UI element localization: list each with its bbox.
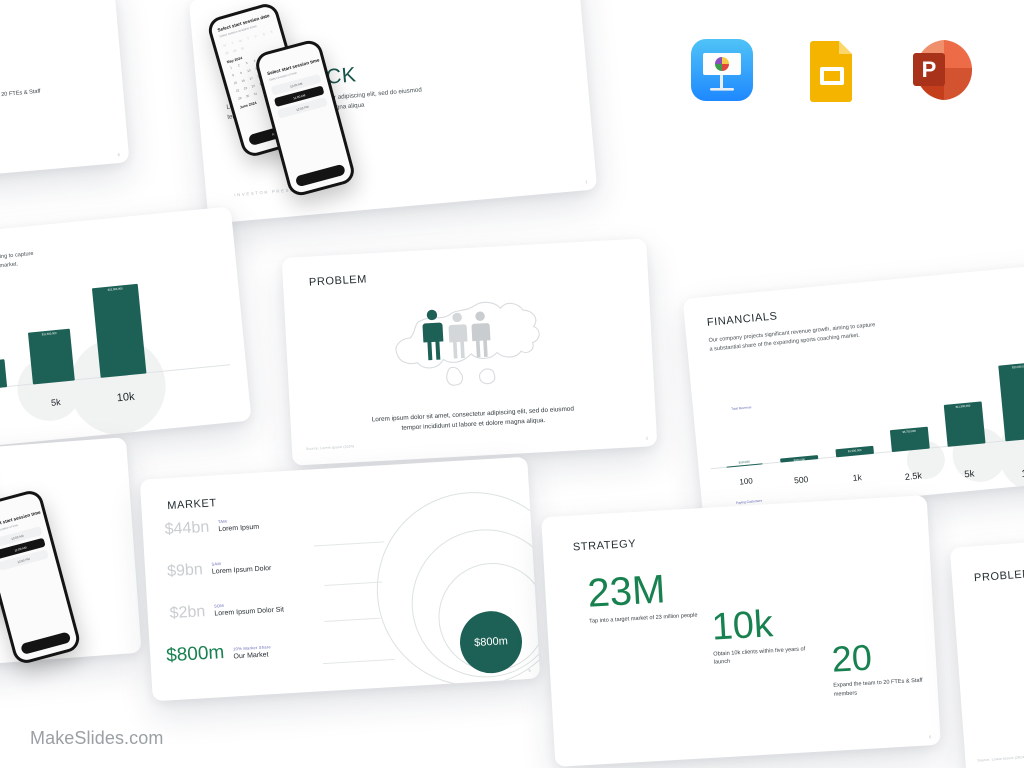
bar-chart-financials-crop: $1,500,000 $5,750,000 $11,500,000 $23,00…	[0, 268, 232, 439]
page-number: 5	[528, 667, 531, 673]
bar: $11,500,000	[27, 328, 75, 385]
slide-problem[interactable]: PROBLEM Lorem ipsum dolor sit amet, cons	[281, 238, 658, 466]
google-slides-icon[interactable]	[800, 38, 864, 102]
page-number: 6	[117, 151, 121, 158]
strategy-title: STRATEGY	[572, 537, 637, 554]
problem-body: Lorem ipsum dolor sit amet, consectetur …	[371, 405, 575, 432]
leader-line	[322, 658, 395, 665]
x-axis-label: 100	[738, 476, 754, 487]
bar-value-label: $11,500,000	[41, 331, 57, 337]
problem-edge-title: PROBLEM	[973, 568, 1024, 585]
bar: $5,750,000	[889, 426, 930, 453]
person-icon	[448, 312, 468, 359]
bar-value-label: $23,000,000	[107, 287, 123, 292]
bar: $1,500,000	[835, 445, 875, 458]
strategy-crop-caption: Expand the team to 20 FTEs & Staff membe…	[0, 88, 41, 103]
x-axis-label: 5k	[963, 468, 975, 481]
market-name: Lorem Ipsum	[218, 523, 260, 534]
problem-source: Source: Lorem Ipsum (2024)	[305, 444, 355, 451]
watermark: MakeSlides.com	[30, 728, 164, 748]
financials-crop-body: Our company projects significant revenue…	[0, 250, 34, 282]
market-row-som: $2bn SOM Lorem Ipsum Dolor Sit	[169, 599, 284, 622]
market-value: $9bn	[166, 561, 204, 581]
market-row-ours: $800m 10% Market Share Our Market	[165, 640, 272, 667]
keynote-icon[interactable]	[690, 38, 754, 102]
svg-text:P: P	[922, 57, 937, 82]
bar: $100,000	[726, 460, 763, 468]
slide-market[interactable]: MARKET $44bn TAM Lorem Ipsum $9bn SAM Lo…	[139, 456, 541, 702]
person-icon	[471, 311, 490, 358]
strategy-caption: Obtain 10k clients within five years of …	[713, 646, 806, 667]
phone-confirm-button[interactable]	[20, 631, 72, 655]
market-value: $2bn	[169, 603, 206, 623]
bar-chart-financials: Total Revenue Paying Customers $100,000 …	[704, 359, 1024, 506]
slide-financials-crop[interactable]: Our company projects significant revenue…	[0, 206, 252, 459]
map-illustration	[381, 283, 557, 403]
market-value: $44bn	[164, 518, 210, 539]
slide-strategy[interactable]: STRATEGY 23M Tap into a target market of…	[541, 495, 941, 767]
slide-financials[interactable]: FINANCIALS Our company projects signific…	[682, 261, 1024, 517]
strategy-stat-3: 20 Expand the team to 20 FTEs & Staff me…	[831, 637, 932, 699]
page-number: 3	[645, 435, 649, 441]
app-icon-row: P	[690, 38, 974, 102]
slide-strategy-crop[interactable]: k s within nch 20 Expand the team to 20 …	[0, 0, 130, 182]
x-axis-label: 2.5k	[904, 470, 923, 482]
strategy-number: 10k	[710, 603, 775, 649]
problem-title: PROBLEM	[308, 273, 368, 289]
bar: $500,000	[780, 455, 819, 463]
slide-problem-edge[interactable]: PROBLEM Source: Lorem Ipsum (2024)	[949, 532, 1024, 768]
bubble-label: $800m	[473, 635, 509, 650]
financials-title: FINANCIALS	[706, 310, 779, 329]
bar-value-label: $11,500,000	[955, 404, 971, 409]
bar: $23,000,000	[91, 283, 147, 378]
leader-line	[324, 581, 383, 586]
person-icon-highlight	[422, 309, 443, 361]
bar-value-label: $100,000	[738, 460, 750, 465]
bar: $23,000,000	[998, 361, 1024, 442]
market-tag: TAM	[217, 518, 228, 525]
strategy-stat-1: 23M Tap into a target market of 23 milli…	[586, 567, 700, 626]
strategy-stat-2: 10k Obtain 10k clients within five years…	[710, 603, 820, 668]
bar: $11,500,000	[943, 401, 986, 447]
bar-value-label: $1,500,000	[847, 448, 862, 454]
y-axis-title: Total Revenue	[730, 405, 752, 412]
strategy-caption: Expand the team to 20 FTEs & Staff membe…	[833, 677, 923, 698]
x-axis-label: 5k	[50, 396, 62, 408]
market-row-sam: $9bn SAM Lorem Ipsum Dolor	[167, 558, 272, 580]
powerpoint-icon[interactable]: P	[910, 38, 974, 102]
problem-edge-source: Source: Lorem Ipsum (2024)	[977, 755, 1024, 763]
bar-value-label: $500,000	[793, 458, 806, 463]
strategy-number: 20	[830, 636, 873, 680]
market-name: Lorem Ipsum Dolor	[211, 565, 272, 576]
region-map-outline	[394, 301, 540, 386]
bar-value-label: $5,750,000	[902, 429, 916, 435]
x-axis-label: 10k	[116, 390, 136, 405]
strategy-number: 23M	[586, 567, 667, 616]
leader-line	[324, 617, 381, 622]
x-axis-label: 500	[793, 474, 809, 486]
page-number: 6	[929, 734, 932, 740]
leader-line	[313, 541, 384, 547]
phone-confirm-button[interactable]	[294, 163, 346, 188]
market-name: Our Market	[233, 651, 269, 661]
x-axis-label: 1k	[852, 472, 863, 483]
market-name: Lorem Ipsum Dolor Sit	[214, 606, 285, 618]
market-row-tam: $44bn TAM Lorem Ipsum	[164, 517, 259, 539]
bar-value-label: $23,000,000	[1011, 365, 1024, 370]
market-value: $800m	[165, 642, 225, 667]
market-tag: 10% Market Share	[232, 644, 272, 652]
bar: $5,750,000	[0, 359, 8, 392]
page-number: 1	[585, 179, 588, 185]
market-title: MARKET	[167, 497, 218, 513]
